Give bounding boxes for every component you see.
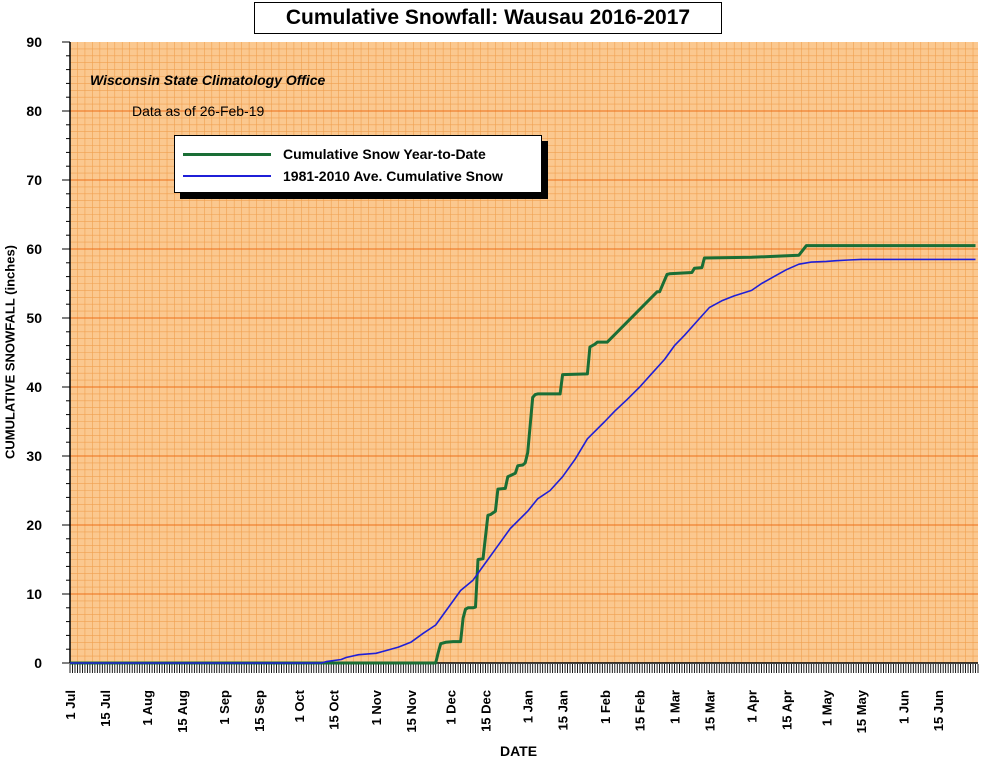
legend-label-actual: Cumulative Snow Year-to-Date — [283, 146, 486, 162]
series-lines — [70, 244, 976, 665]
legend-swatch-average — [183, 175, 271, 177]
legend: Cumulative Snow Year-to-Date 1981-2010 A… — [174, 135, 542, 193]
data-as-of-label: Data as of 26-Feb-19 — [132, 103, 265, 119]
y-tick-label: 70 — [26, 172, 42, 188]
y-tick-label: 60 — [26, 241, 42, 257]
legend-label-average: 1981-2010 Ave. Cumulative Snow — [283, 168, 503, 184]
x-tick-label: 1 Jul — [63, 690, 78, 720]
x-tick-label: 15 Dec — [478, 690, 493, 732]
y-tick-label: 90 — [26, 34, 42, 50]
x-axis-ticks: 1 Jul 15 Jul 1 Aug 15 Aug 1 Sep 15 Sep 1 Oct 15… — [63, 664, 979, 733]
x-tick-label: 15 May — [854, 689, 869, 733]
y-tick-label: 0 — [34, 655, 42, 671]
x-tick-label: 15 Aug — [175, 690, 190, 733]
x-tick-label: 15 Jun — [931, 690, 946, 731]
x-tick-label: 1 Oct — [292, 689, 307, 722]
series-line-actual — [70, 244, 976, 665]
x-tick-label: 15 Feb — [633, 690, 648, 731]
legend-swatch-actual — [183, 152, 271, 156]
x-tick-label: 15 Jul — [98, 690, 113, 727]
series-line-average — [70, 258, 976, 664]
x-tick-label: 1 Jan — [521, 690, 536, 723]
x-tick-label: 1 Jun — [896, 690, 911, 724]
y-tick-label: 20 — [26, 517, 42, 533]
y-tick-label: 30 — [26, 448, 42, 464]
x-tick-label: 1 Sep — [217, 690, 232, 725]
x-tick-label: 15 Jan — [556, 690, 571, 731]
x-tick-label: 1 Apr — [745, 690, 760, 723]
y-tick-label: 40 — [26, 379, 42, 395]
x-axis-label: DATE — [500, 743, 538, 759]
x-tick-label: 1 Mar — [668, 690, 683, 724]
legend-item-actual: Cumulative Snow Year-to-Date — [183, 144, 486, 164]
x-tick-label: 1 Dec — [444, 690, 459, 725]
y-axis-label: CUMULATIVE SNOWFALL (inches) — [2, 244, 18, 460]
x-tick-label: 1 Aug — [140, 690, 155, 726]
x-tick-label: 1 Nov — [369, 689, 384, 725]
y-tick-label: 50 — [26, 310, 42, 326]
x-tick-label: 1 May — [819, 689, 834, 726]
chart-title: Cumulative Snowfall: Wausau 2016-2017 — [254, 2, 722, 34]
source-label: Wisconsin State Climatology Office — [90, 72, 326, 88]
x-tick-label: 15 Mar — [702, 690, 717, 731]
legend-item-average: 1981-2010 Ave. Cumulative Snow — [183, 166, 503, 186]
y-tick-label: 80 — [26, 103, 42, 119]
x-tick-label: 15 Oct — [327, 689, 342, 729]
x-tick-label: 15 Sep — [252, 690, 267, 732]
x-tick-label: 1 Feb — [598, 690, 613, 724]
x-tick-label: 15 Apr — [779, 690, 794, 730]
y-tick-label: 10 — [26, 586, 42, 602]
x-tick-label: 15 Nov — [404, 689, 419, 732]
y-axis-ticks: 0 10 20 30 40 50 60 70 80 90 — [26, 34, 70, 671]
